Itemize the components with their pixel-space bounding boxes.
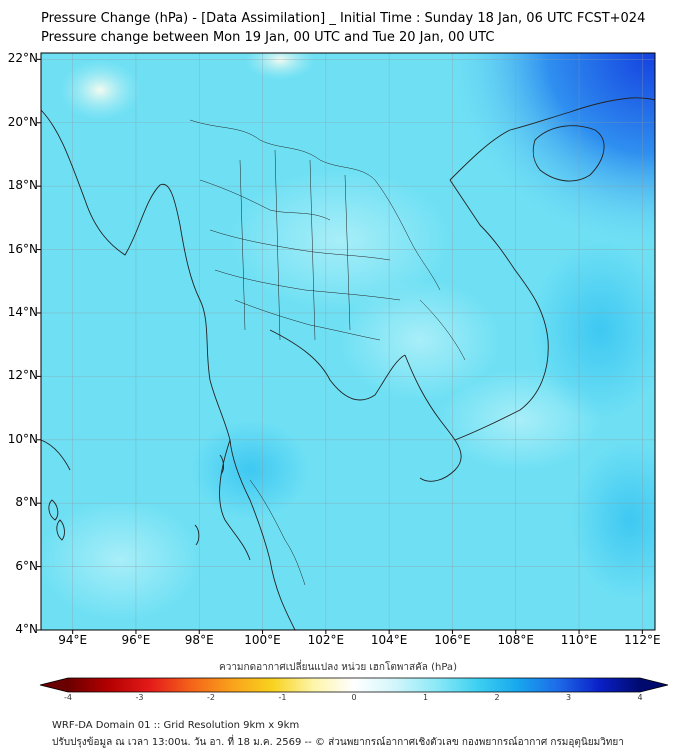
lon-tick-label: 100°E <box>244 633 281 647</box>
colorbar <box>39 677 669 693</box>
colorbar-title: ความกดอากาศเปลี่ยนแปลง หน่วย เฮกโตพาสคัล… <box>219 662 457 673</box>
colorbar-max-arrow <box>640 678 668 692</box>
footer-credit: ปรับปรุงข้อมูล ณ เวลา 13:00น. วัน อา. ที… <box>52 737 624 748</box>
colorbar-band <box>68 678 640 692</box>
colorbar-tick-label: -4 <box>64 693 72 702</box>
admin-boundaries <box>189 119 466 586</box>
colorbar-min-arrow <box>40 678 68 692</box>
lon-tick-label: 110°E <box>560 633 598 647</box>
lat-tick-label: 6°N <box>15 558 38 573</box>
lon-tick-label: 112°E <box>624 633 661 647</box>
colorbar-tick-label: -1 <box>278 693 287 702</box>
lat-tick-label: 18°N <box>7 178 38 193</box>
lat-tick-label: 22°N <box>7 51 38 66</box>
chart-title: Pressure Change (hPa) - [Data Assimilati… <box>41 11 646 26</box>
lat-tick-label: 4°N <box>15 622 38 636</box>
colorbar-tick-label: -3 <box>135 693 144 702</box>
lon-tick-label: 96°E <box>121 633 151 647</box>
lat-tick-label: 16°N <box>7 241 38 256</box>
lon-tick-label: 94°E <box>58 633 88 647</box>
colorbar-tick-label: 3 <box>565 693 572 702</box>
map-frame <box>40 52 656 631</box>
lat-tick-label: 10°N <box>7 431 38 446</box>
colorbar-outline <box>39 677 669 693</box>
lat-tick-label: 20°N <box>7 114 38 129</box>
lat-tick-label: 8°N <box>15 495 38 510</box>
lon-tick-label: 98°E <box>184 633 214 647</box>
lon-tick-label: 106°E <box>434 633 471 647</box>
colorbar-tick-label: 1 <box>422 693 429 702</box>
lon-tick-label: 102°E <box>307 633 345 647</box>
lon-tick-label: 104°E <box>370 633 408 647</box>
colorbar-tick-label: 0 <box>351 693 357 702</box>
colorbar-tick-label: -2 <box>207 693 215 702</box>
pressure-change-map <box>37 52 656 634</box>
lon-tick-label: 108°E <box>497 633 534 647</box>
lat-tick-label: 14°N <box>7 304 38 319</box>
coastlines <box>41 97 655 630</box>
lat-tick-label: 12°N <box>7 368 38 383</box>
colorbar-tick-label: 4 <box>637 693 643 702</box>
chart-subtitle: Pressure change between Mon 19 Jan, 00 U… <box>41 30 495 45</box>
footer-model-info: WRF-DA Domain 01 :: Grid Resolution 9km … <box>52 720 300 731</box>
colorbar-tick-label: 2 <box>494 693 500 702</box>
map-field <box>41 53 655 630</box>
